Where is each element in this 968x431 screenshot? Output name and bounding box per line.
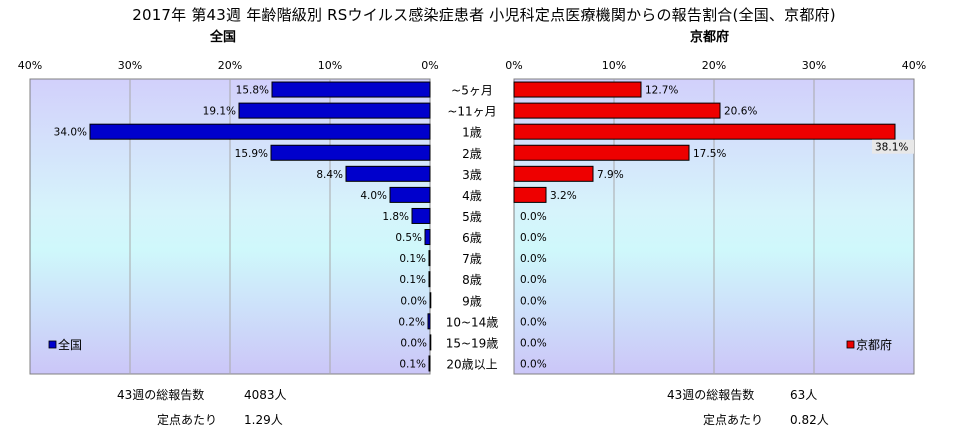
national-value-label: 0.0%	[400, 337, 427, 349]
kyoto-tick-label: 30%	[802, 59, 826, 72]
kyoto-bar	[513, 123, 896, 140]
age-category-label: 6歳	[462, 231, 482, 245]
kyoto-bar	[513, 81, 642, 98]
national-bar	[89, 123, 431, 140]
national-value-label: 0.0%	[400, 295, 427, 307]
kyoto-legend-swatch	[846, 340, 855, 349]
kyoto-value-label: 20.6%	[724, 106, 757, 118]
national-value-label: 8.4%	[316, 169, 343, 181]
national-value-label: 19.1%	[203, 106, 236, 118]
age-category-label: 5歳	[462, 210, 482, 224]
national-tick-label: 40%	[18, 59, 42, 72]
kyoto-tick-label: 0%	[505, 59, 522, 72]
kyoto-bar	[513, 102, 721, 119]
national-value-label: 0.1%	[399, 253, 426, 265]
age-category-label: 15~19歳	[446, 336, 499, 350]
national-panel-title: 全国	[210, 30, 237, 45]
national-bar	[427, 313, 431, 330]
kyoto-per-label: 定点あたり	[703, 413, 764, 427]
age-category-label: 1歳	[462, 126, 482, 140]
national-total-label: 43週の総報告数	[117, 388, 205, 402]
national-total-value: 4083人	[244, 388, 287, 402]
kyoto-value-label: 0.0%	[520, 337, 547, 349]
kyoto-value-label: 38.1%	[875, 142, 908, 154]
kyoto-legend-label: 京都府	[856, 337, 892, 352]
national-tick-label: 10%	[318, 59, 342, 72]
national-bar	[389, 186, 431, 203]
kyoto-panel-title: 京都府	[690, 30, 730, 45]
kyoto-value-label: 0.0%	[520, 274, 547, 286]
kyoto-bar	[513, 165, 594, 182]
national-bar	[345, 165, 431, 182]
kyoto-tick-label: 20%	[702, 59, 726, 72]
national-tick-label: 0%	[421, 59, 438, 72]
national-bar	[428, 271, 431, 288]
national-bar	[429, 334, 432, 351]
national-tick-label: 30%	[118, 59, 142, 72]
age-category-label: 20歳以上	[446, 357, 497, 371]
kyoto-tick-label: 10%	[602, 59, 626, 72]
national-legend-label: 全国	[58, 337, 82, 352]
chart-title: 2017年 第43週 年齢階級別 RSウイルス感染症患者 小児科定点医療機関から…	[132, 6, 836, 24]
age-category-label: 8歳	[462, 273, 482, 287]
kyoto-value-label: 0.0%	[520, 295, 547, 307]
national-value-label: 0.2%	[398, 316, 425, 328]
national-bar	[428, 355, 431, 372]
national-bar	[271, 81, 431, 98]
national-per-value: 1.29人	[244, 413, 283, 427]
national-value-label: 0.1%	[399, 274, 426, 286]
kyoto-value-label: 7.9%	[597, 169, 624, 181]
kyoto-value-label: 3.2%	[550, 190, 577, 202]
national-per-label: 定点あたり	[157, 413, 218, 427]
national-legend-swatch	[48, 340, 57, 349]
kyoto-value-label: 0.0%	[520, 358, 547, 370]
national-bar	[429, 292, 432, 309]
national-value-label: 1.8%	[382, 211, 409, 223]
kyoto-bar	[513, 144, 690, 161]
national-value-label: 15.8%	[236, 85, 269, 97]
national-bar	[424, 229, 431, 246]
kyoto-value-label: 12.7%	[645, 85, 678, 97]
national-bar	[428, 250, 431, 267]
national-value-label: 34.0%	[54, 127, 87, 139]
national-value-label: 4.0%	[360, 190, 387, 202]
kyoto-total-label: 43週の総報告数	[667, 388, 755, 402]
kyoto-value-label: 0.0%	[520, 253, 547, 265]
national-value-label: 15.9%	[235, 148, 268, 160]
national-bar	[238, 102, 431, 119]
age-category-label: 10~14歳	[446, 315, 499, 329]
national-bar	[270, 144, 431, 161]
kyoto-total-value: 63人	[790, 388, 818, 402]
kyoto-value-label: 0.0%	[520, 316, 547, 328]
national-value-label: 0.1%	[399, 358, 426, 370]
age-category-label: ~11ヶ月	[447, 105, 496, 119]
national-bar	[411, 207, 431, 224]
kyoto-bar	[513, 186, 547, 203]
kyoto-tick-label: 40%	[902, 59, 926, 72]
age-category-label: 4歳	[462, 189, 482, 203]
age-category-label: ~5ヶ月	[451, 84, 493, 98]
age-category-label: 3歳	[462, 168, 482, 182]
kyoto-value-label: 17.5%	[693, 148, 726, 160]
age-category-label: 2歳	[462, 147, 482, 161]
kyoto-value-label: 0.0%	[520, 211, 547, 223]
age-category-label: 9歳	[462, 294, 482, 308]
kyoto-value-label: 0.0%	[520, 232, 547, 244]
national-tick-label: 20%	[218, 59, 242, 72]
national-value-label: 0.5%	[395, 232, 422, 244]
age-category-label: 7歳	[462, 252, 482, 266]
kyoto-per-value: 0.82人	[790, 413, 829, 427]
kyoto-value-label-bg	[872, 139, 914, 154]
